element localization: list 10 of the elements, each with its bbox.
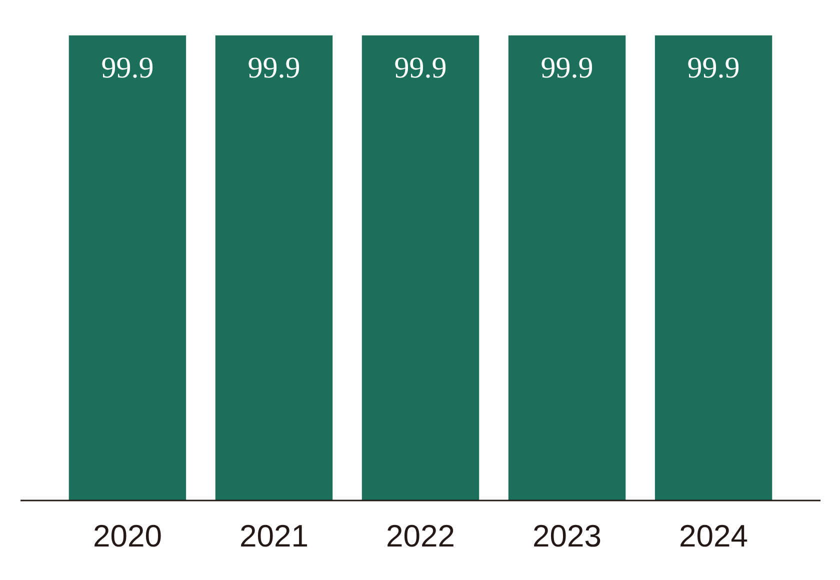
x-tick-label: 2020 [92, 518, 162, 554]
data-label: 99.9 [101, 51, 154, 84]
x-tick-label: 2024 [679, 518, 748, 554]
data-label: 99.9 [248, 51, 300, 84]
x-tick-label: 2021 [240, 518, 308, 554]
data-label: 99.9 [540, 51, 594, 84]
x-tick-label: 2022 [386, 518, 455, 554]
data-label: 99.9 [394, 51, 447, 84]
data-label: 99.9 [687, 51, 740, 84]
x-tick-label: 2023 [532, 518, 602, 554]
